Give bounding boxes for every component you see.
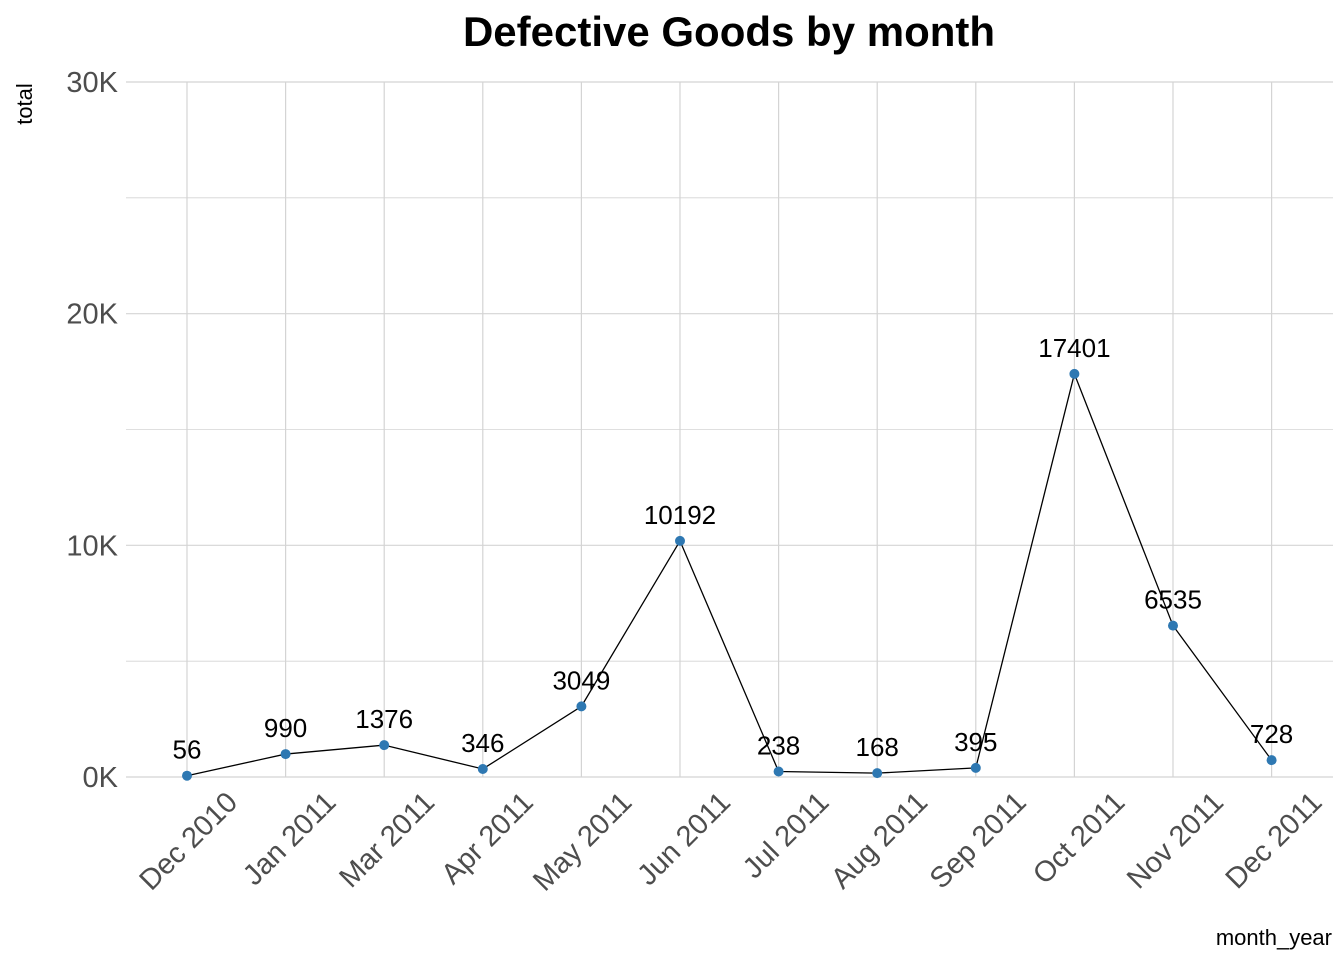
data-point	[773, 766, 784, 777]
data-label: 1376	[355, 704, 413, 734]
data-label: 395	[954, 727, 997, 757]
x-tick-label: Jan 2011	[237, 786, 342, 891]
data-label: 17401	[1038, 333, 1110, 363]
data-label: 346	[461, 728, 504, 758]
data-point	[872, 768, 883, 779]
x-tick-label: Oct 2011	[1027, 786, 1131, 890]
data-point	[379, 740, 390, 751]
x-tick-label: Apr 2011	[435, 786, 539, 890]
x-tick-label: Dec 2010	[134, 786, 244, 896]
series	[182, 368, 1277, 781]
data-label: 56	[173, 735, 202, 765]
y-tick-label: 0K	[83, 762, 119, 794]
data-label: 10192	[644, 500, 716, 530]
x-tick-label: Sep 2011	[924, 786, 1033, 895]
data-label: 728	[1250, 719, 1293, 749]
y-axis-title: total	[12, 83, 37, 125]
y-tick-label: 10K	[66, 530, 118, 562]
data-point	[576, 701, 587, 712]
data-labels: 56 990 1376 346 3049 10192 238 168 395 17401 6535 7…	[173, 333, 1294, 765]
data-point	[280, 749, 291, 760]
x-tick-label: Aug 2011	[825, 786, 934, 895]
data-label: 990	[264, 713, 307, 743]
y-axis: 0K 10K 20K 30K	[66, 67, 118, 794]
data-point	[970, 762, 981, 773]
grid	[126, 81, 1333, 778]
chart-title: Defective Goods by month	[463, 8, 995, 55]
x-tick-label: Dec 2011	[1220, 786, 1329, 895]
x-tick-label: Jun 2011	[631, 786, 736, 891]
data-point	[477, 763, 488, 774]
x-tick-label: Jul 2011	[737, 786, 836, 885]
data-point	[182, 770, 192, 781]
data-label: 238	[757, 730, 800, 760]
data-point	[1266, 755, 1277, 766]
x-axis-title: month_year	[1216, 925, 1332, 950]
x-tick-label: May 2011	[527, 786, 638, 897]
data-point	[1168, 620, 1178, 631]
x-tick-label: Mar 2011	[333, 786, 441, 894]
data-label: 3049	[552, 665, 610, 695]
data-label: 168	[856, 732, 899, 762]
series-line	[186, 371, 1273, 777]
x-tick-label: Nov 2011	[1121, 786, 1230, 895]
data-label: 6535	[1144, 585, 1202, 615]
y-tick-label: 20K	[66, 299, 118, 331]
y-tick-label: 30K	[66, 67, 118, 99]
data-point	[1069, 368, 1080, 379]
data-point	[675, 535, 685, 546]
